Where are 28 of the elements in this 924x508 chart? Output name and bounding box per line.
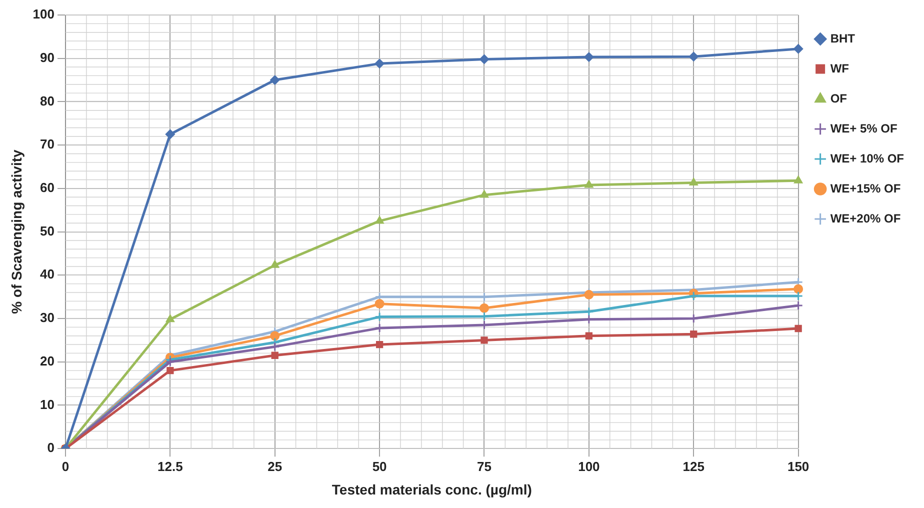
x-tick-label: 150 <box>787 458 810 474</box>
x-tick-label: 100 <box>578 458 600 474</box>
x-tick-label: 75 <box>477 458 492 474</box>
x-tick-label: 50 <box>372 458 387 474</box>
y-tick-label: 50 <box>40 223 54 238</box>
legend-label: WE+ 10% OF <box>830 151 904 166</box>
y-tick-label: 70 <box>40 136 54 152</box>
legend-label: WE+15% OF <box>830 181 901 196</box>
legend-label: BHT <box>830 31 856 46</box>
y-tick-label: 40 <box>40 266 54 282</box>
y-tick-label: 90 <box>40 50 54 65</box>
x-tick-label: 125 <box>682 458 704 474</box>
y-tick-label: 30 <box>40 310 54 326</box>
x-tick-label: 0 <box>62 458 70 474</box>
y-tick-label: 100 <box>32 6 54 22</box>
y-tick-label: 80 <box>40 93 54 108</box>
x-axis-title: Tested materials conc. (µg/ml) <box>332 481 532 498</box>
y-tick-label: 0 <box>47 440 54 456</box>
legend-label: WE+ 5% OF <box>830 121 898 136</box>
legend-label: WE+20% OF <box>830 211 901 226</box>
legend-label: WF <box>830 61 849 76</box>
y-tick-label: 10 <box>40 396 54 412</box>
legend-label: OF <box>830 91 847 106</box>
x-tick-label: 25 <box>268 458 282 474</box>
x-tick-label: 12.5 <box>158 458 183 474</box>
y-tick-label: 60 <box>40 180 54 196</box>
y-tick-label: 20 <box>40 353 54 368</box>
y-axis-title: % of Scavenging activity <box>8 150 24 314</box>
